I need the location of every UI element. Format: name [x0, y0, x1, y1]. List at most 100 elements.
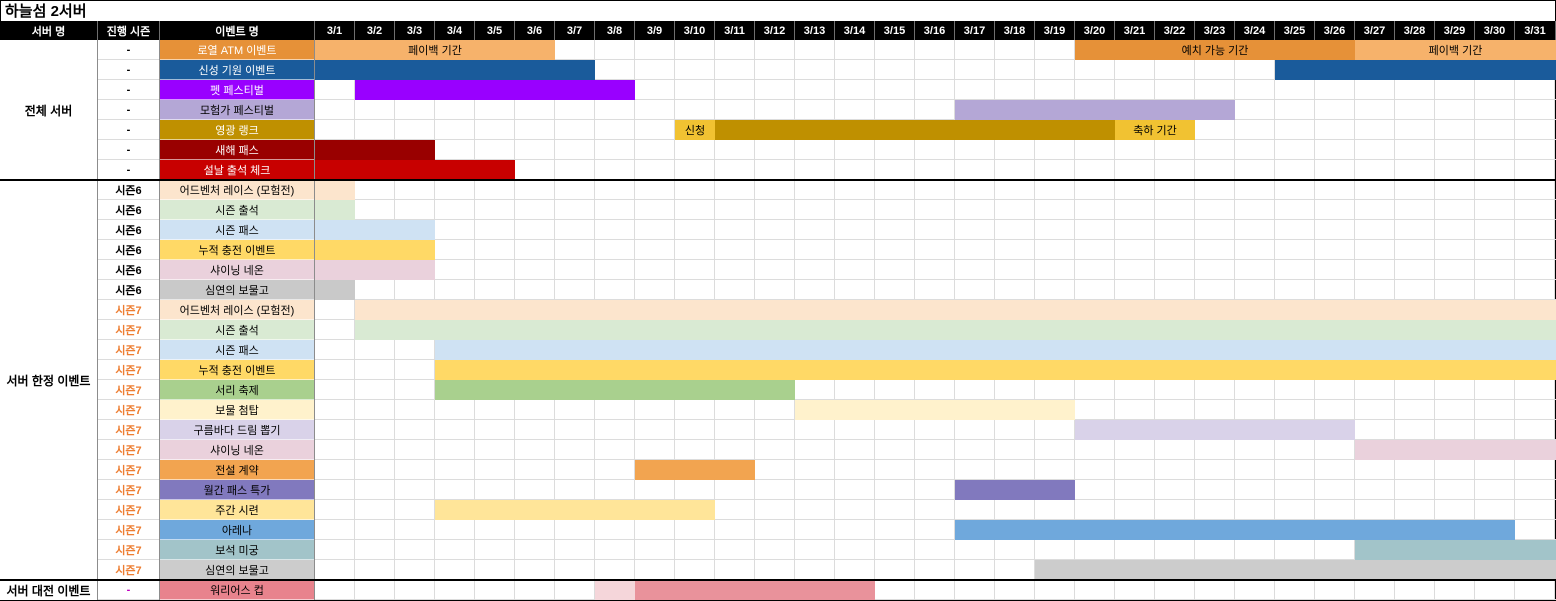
date-header-cell[interactable]: 3/16: [915, 21, 955, 40]
timeline-row[interactable]: [315, 60, 1556, 80]
timeline-row[interactable]: [315, 160, 1556, 180]
event-label-cell[interactable]: 시즌 패스: [160, 220, 315, 240]
timeline-row[interactable]: [315, 100, 1556, 120]
date-header-cell[interactable]: 3/19: [1035, 21, 1075, 40]
timeline-row[interactable]: [315, 460, 1556, 480]
event-label-cell[interactable]: 시즌 패스: [160, 340, 315, 360]
date-header-cell[interactable]: 3/28: [1395, 21, 1435, 40]
season-cell[interactable]: -: [98, 140, 160, 160]
gantt-bar[interactable]: [315, 260, 435, 280]
date-header-cell[interactable]: 3/2: [355, 21, 395, 40]
column-header-cell[interactable]: 진행 시즌: [98, 21, 160, 40]
date-header-cell[interactable]: 3/26: [1315, 21, 1355, 40]
timeline-row[interactable]: [315, 200, 1556, 220]
gantt-bar[interactable]: [795, 400, 1075, 420]
event-label-cell[interactable]: 구름바다 드림 뽑기: [160, 420, 315, 440]
timeline-row[interactable]: [315, 300, 1556, 320]
timeline-row[interactable]: [315, 280, 1556, 300]
date-header-cell[interactable]: 3/15: [875, 21, 915, 40]
timeline-row[interactable]: [315, 360, 1556, 380]
date-header-cell[interactable]: 3/21: [1115, 21, 1155, 40]
date-header-cell[interactable]: 3/17: [955, 21, 995, 40]
gantt-bar[interactable]: [715, 120, 1115, 140]
season-cell[interactable]: 시즌7: [98, 380, 160, 400]
timeline-row[interactable]: [315, 320, 1556, 340]
gantt-bar[interactable]: 페이백 기간: [315, 40, 555, 60]
season-cell[interactable]: 시즌7: [98, 400, 160, 420]
event-label-cell[interactable]: 누적 충전 이벤트: [160, 240, 315, 260]
gantt-bar[interactable]: [315, 220, 435, 240]
event-label-cell[interactable]: 보석 미궁: [160, 540, 315, 560]
gantt-bar[interactable]: [635, 580, 875, 600]
server-group-cell[interactable]: 서버 대전 이벤트: [0, 580, 98, 600]
timeline-row[interactable]: [315, 520, 1556, 540]
gantt-bar[interactable]: 신청: [675, 120, 715, 140]
season-cell[interactable]: 시즌6: [98, 280, 160, 300]
season-cell[interactable]: -: [98, 580, 160, 600]
season-cell[interactable]: 시즌7: [98, 480, 160, 500]
date-header-cell[interactable]: 3/25: [1275, 21, 1315, 40]
gantt-bar[interactable]: [355, 80, 635, 100]
gantt-bar[interactable]: [1355, 540, 1556, 560]
date-header-cell[interactable]: 3/13: [795, 21, 835, 40]
gantt-bar[interactable]: [315, 200, 355, 220]
gantt-bar[interactable]: [1075, 420, 1355, 440]
timeline-row[interactable]: [315, 480, 1556, 500]
date-header-cell[interactable]: 3/1: [315, 21, 355, 40]
timeline-row[interactable]: [315, 500, 1556, 520]
timeline-row[interactable]: [315, 220, 1556, 240]
event-label-cell[interactable]: 어드벤처 레이스 (모험전): [160, 300, 315, 320]
season-cell[interactable]: 시즌6: [98, 180, 160, 200]
event-label-cell[interactable]: 보물 첨탑: [160, 400, 315, 420]
timeline-row[interactable]: 신청 축하 기간: [315, 120, 1556, 140]
gantt-bar[interactable]: 축하 기간: [1115, 120, 1195, 140]
timeline-row[interactable]: [315, 140, 1556, 160]
event-label-cell[interactable]: 시즌 출석: [160, 200, 315, 220]
timeline-row[interactable]: [315, 260, 1556, 280]
timeline-row[interactable]: 페이백 기간 예치 가능 기간 페이백 기간: [315, 40, 1556, 60]
column-header-cell[interactable]: 서버 명: [0, 21, 98, 40]
season-cell[interactable]: 시즌7: [98, 340, 160, 360]
event-label-cell[interactable]: 월간 패스 특가: [160, 480, 315, 500]
timeline-row[interactable]: [315, 420, 1556, 440]
season-cell[interactable]: 시즌6: [98, 200, 160, 220]
date-header-cell[interactable]: 3/5: [475, 21, 515, 40]
gantt-bar[interactable]: [595, 580, 635, 600]
gantt-bar[interactable]: [1355, 440, 1556, 460]
gantt-bar[interactable]: [435, 500, 715, 520]
date-header-cell[interactable]: 3/11: [715, 21, 755, 40]
column-header-cell[interactable]: 이벤트 명: [160, 21, 315, 40]
event-label-cell[interactable]: 새해 패스: [160, 140, 315, 160]
season-cell[interactable]: -: [98, 40, 160, 60]
gantt-bar[interactable]: 예치 가능 기간: [1075, 40, 1355, 60]
season-cell[interactable]: -: [98, 60, 160, 80]
gantt-bar[interactable]: [355, 320, 1556, 340]
timeline-row[interactable]: [315, 400, 1556, 420]
date-header-cell[interactable]: 3/12: [755, 21, 795, 40]
server-group-cell[interactable]: 서버 한정 이벤트: [0, 180, 98, 580]
timeline-row[interactable]: [315, 580, 1556, 600]
date-header-cell[interactable]: 3/9: [635, 21, 675, 40]
season-cell[interactable]: 시즌7: [98, 560, 160, 580]
date-header-cell[interactable]: 3/23: [1195, 21, 1235, 40]
gantt-bar[interactable]: [955, 100, 1235, 120]
date-header-cell[interactable]: 3/22: [1155, 21, 1195, 40]
season-cell[interactable]: 시즌7: [98, 520, 160, 540]
timeline-row[interactable]: [315, 440, 1556, 460]
event-label-cell[interactable]: 누적 충전 이벤트: [160, 360, 315, 380]
season-cell[interactable]: 시즌6: [98, 220, 160, 240]
date-header-cell[interactable]: 3/14: [835, 21, 875, 40]
season-cell[interactable]: -: [98, 100, 160, 120]
season-cell[interactable]: 시즌6: [98, 240, 160, 260]
timeline-row[interactable]: [315, 340, 1556, 360]
gantt-bar[interactable]: [435, 360, 1556, 380]
server-group-cell[interactable]: 전체 서버: [0, 40, 98, 180]
gantt-bar[interactable]: [435, 340, 1556, 360]
season-cell[interactable]: 시즌7: [98, 500, 160, 520]
date-header-cell[interactable]: 3/29: [1435, 21, 1475, 40]
gantt-bar[interactable]: [355, 300, 1556, 320]
date-header-cell[interactable]: 3/27: [1355, 21, 1395, 40]
event-label-cell[interactable]: 펫 페스티벌: [160, 80, 315, 100]
season-cell[interactable]: -: [98, 160, 160, 180]
gantt-bar[interactable]: [315, 60, 595, 80]
